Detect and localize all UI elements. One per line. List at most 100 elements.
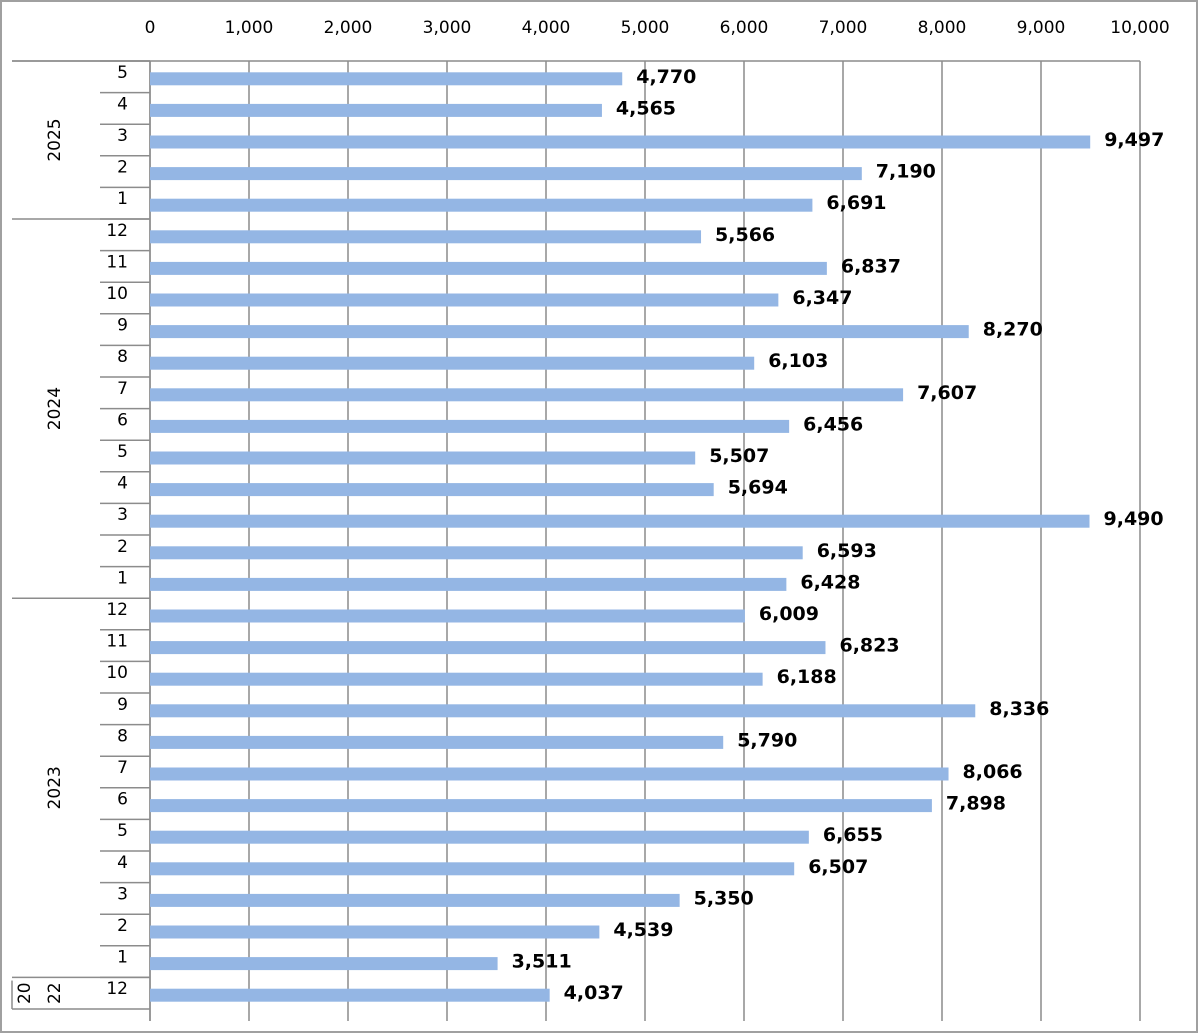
- x-tick-label: 1,000: [225, 18, 274, 38]
- month-label: 10: [106, 284, 128, 304]
- bar: [150, 641, 826, 655]
- month-label: 4: [117, 474, 128, 494]
- data-label: 7,607: [917, 382, 977, 404]
- month-label: 12: [106, 600, 128, 620]
- bar: [150, 957, 498, 971]
- data-label: 4,539: [613, 919, 673, 941]
- month-label: 12: [106, 221, 128, 241]
- month-label: 9: [117, 695, 128, 715]
- data-label: 5,694: [728, 477, 788, 499]
- data-label: 5,566: [715, 224, 775, 246]
- bar: [150, 704, 976, 718]
- data-label: 4,565: [616, 97, 676, 119]
- bar: [150, 672, 763, 686]
- month-label: 11: [106, 632, 128, 652]
- data-label: 6,456: [803, 413, 863, 435]
- bar: [150, 103, 602, 117]
- data-label: 9,490: [1104, 508, 1164, 530]
- month-label: 2: [117, 916, 128, 936]
- year-label: 2025: [45, 118, 65, 161]
- bar: [150, 72, 623, 86]
- month-label: 6: [117, 790, 128, 810]
- month-label: 12: [106, 979, 128, 999]
- bar: [150, 198, 813, 212]
- bars: [150, 72, 1091, 1002]
- bar: [150, 388, 904, 402]
- bar: [150, 483, 714, 497]
- bar: [150, 893, 680, 907]
- data-label: 5,350: [694, 887, 754, 909]
- month-label: 2: [117, 537, 128, 557]
- bar: [150, 261, 827, 275]
- month-label: 3: [117, 126, 128, 146]
- data-label: 6,507: [808, 856, 868, 878]
- month-label: 1: [117, 189, 128, 209]
- bar: [150, 293, 779, 307]
- x-tick-label: 7,000: [819, 18, 868, 38]
- bar: [150, 799, 932, 813]
- month-label: 8: [117, 726, 128, 746]
- bar: [150, 230, 702, 244]
- month-label: 1: [117, 948, 128, 968]
- month-label: 3: [117, 505, 128, 525]
- bar: [150, 514, 1090, 528]
- month-label: 6: [117, 410, 128, 430]
- month-label: 5: [117, 442, 128, 462]
- month-label: 7: [117, 379, 128, 399]
- data-label: 8,270: [983, 319, 1043, 341]
- month-label: 4: [117, 94, 128, 114]
- data-label: 7,898: [946, 793, 1006, 815]
- bar: [150, 577, 787, 591]
- x-tick-label: 6,000: [720, 18, 769, 38]
- data-label: 4,770: [636, 66, 696, 88]
- bar: [150, 862, 795, 876]
- bar: [150, 419, 790, 433]
- month-label: 7: [117, 758, 128, 778]
- data-label: 3,511: [512, 951, 572, 973]
- data-label: 8,066: [963, 761, 1023, 783]
- x-tick-label: 9,000: [1017, 18, 1066, 38]
- bar: [150, 735, 724, 749]
- month-label: 9: [117, 316, 128, 336]
- data-label: 7,190: [876, 161, 936, 183]
- data-label: 6,009: [759, 603, 819, 625]
- x-tick-label: 3,000: [423, 18, 472, 38]
- data-label: 6,188: [777, 666, 837, 688]
- bar: [150, 925, 600, 939]
- month-label: 8: [117, 347, 128, 367]
- bar: [150, 830, 809, 844]
- data-label: 5,507: [709, 445, 769, 467]
- axes: 0 1,000 2,000 3,000 4,000 5,000 6,000 7,000 8,00…: [11, 18, 1170, 1021]
- month-label: 10: [106, 663, 128, 683]
- year-label: 2024: [45, 387, 65, 430]
- month-label: 3: [117, 884, 128, 904]
- data-label: 6,837: [841, 255, 901, 277]
- month-label: 2: [117, 158, 128, 178]
- data-label: 6,655: [823, 824, 883, 846]
- x-tick-label: 5,000: [621, 18, 670, 38]
- bar: [150, 167, 862, 181]
- data-label: 9,497: [1104, 129, 1164, 151]
- data-label: 8,336: [989, 698, 1049, 720]
- bar: [150, 988, 550, 1002]
- data-label: 6,428: [800, 571, 860, 593]
- bar: [150, 356, 755, 370]
- data-label: 4,037: [564, 982, 624, 1004]
- data-label: 6,593: [817, 540, 877, 562]
- data-label: 6,823: [839, 635, 899, 657]
- year-label: 20: [15, 982, 35, 1004]
- bar: [150, 767, 949, 781]
- x-tick-label: 8,000: [918, 18, 967, 38]
- data-label: 6,103: [768, 350, 828, 372]
- month-label: 4: [117, 853, 128, 873]
- bar: [150, 609, 745, 623]
- bar: [150, 546, 803, 560]
- data-label: 6,691: [826, 192, 886, 214]
- month-label: 5: [117, 63, 128, 83]
- bar: [150, 325, 969, 339]
- year-label: 2023: [45, 766, 65, 809]
- month-label: 1: [117, 568, 128, 588]
- x-tick-label: 2,000: [324, 18, 373, 38]
- x-tick-label: 4,000: [522, 18, 571, 38]
- month-label: 5: [117, 821, 128, 841]
